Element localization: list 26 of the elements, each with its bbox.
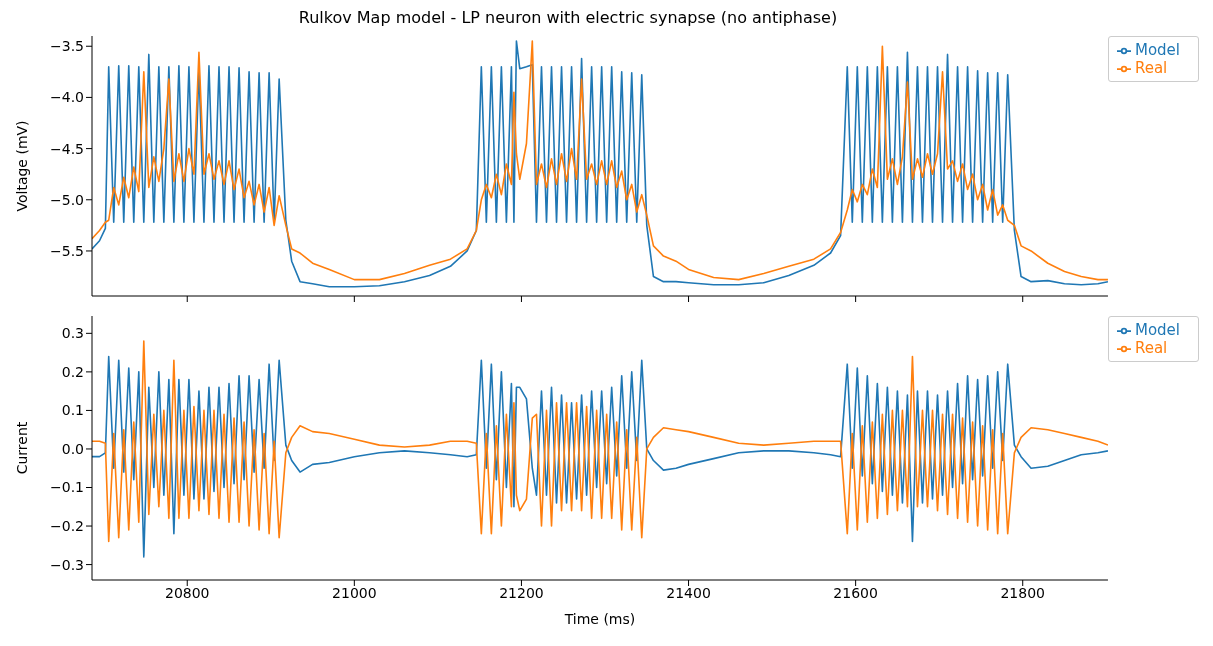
legend-label: Model — [1134, 321, 1180, 339]
legend-label: Real — [1134, 339, 1168, 357]
legend-label: Model — [1134, 41, 1180, 59]
x-tick-label: 21000 — [332, 584, 377, 601]
y-tick-label: −4.0 — [50, 89, 84, 106]
chart-title: Rulkov Map model - LP neuron with electric synapse (no antiphase) — [297, 8, 839, 29]
y-axis-title: Current — [13, 421, 30, 475]
y-tick-label: −5.5 — [50, 242, 84, 259]
legend-label: Real — [1134, 59, 1168, 77]
y-tick-label: 0.3 — [61, 325, 84, 342]
y-axis-title: Voltage (mV) — [13, 120, 30, 212]
x-tick-label: 20800 — [164, 584, 210, 601]
y-tick-label: 0.1 — [61, 402, 84, 419]
y-tick-label: −0.2 — [50, 518, 84, 535]
y-tick-label: −5.0 — [50, 191, 84, 208]
y-tick-label: 0.0 — [61, 440, 84, 457]
y-tick-label: −0.3 — [50, 556, 84, 573]
x-tick-label: 21400 — [666, 584, 711, 601]
x-tick-label: 21600 — [833, 584, 878, 601]
y-tick-label: −0.1 — [50, 479, 84, 496]
x-axis-title: Time (ms) — [563, 611, 636, 627]
y-tick-label: −3.5 — [50, 38, 84, 55]
x-tick-label: 21200 — [499, 584, 544, 601]
y-tick-label: 0.2 — [61, 363, 84, 380]
x-tick-label: 21800 — [1000, 584, 1046, 601]
y-tick-label: −4.5 — [50, 140, 84, 157]
